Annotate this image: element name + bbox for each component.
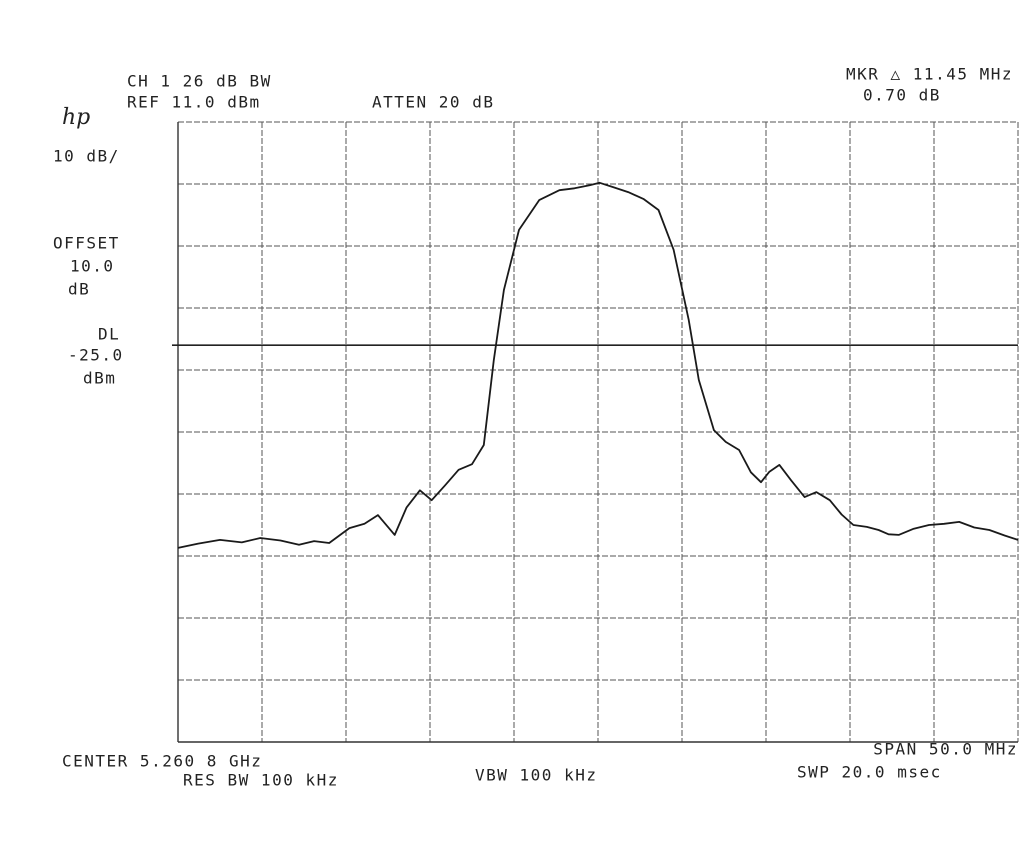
- display-line-value: -25.0: [68, 346, 124, 365]
- marker-level: 0.70 dB: [863, 86, 941, 105]
- trace: [177, 181, 1019, 549]
- channel-label: CH 1 26 dB BW: [127, 72, 272, 91]
- span-label: SPAN 50.0 MHz: [873, 740, 1018, 759]
- sweep-label: SWP 20.0 msec: [797, 763, 942, 782]
- attenuation-label: ATTEN 20 dB: [372, 93, 494, 112]
- offset-value: 10.0: [70, 257, 115, 276]
- logo: hp: [62, 105, 90, 130]
- reference-label: REF 11.0 dBm: [127, 93, 261, 112]
- marker-label: MKR △ 11.45 MHz: [846, 65, 1013, 84]
- scale-label: 10 dB/: [53, 147, 120, 166]
- center-label: CENTER 5.260 8 GHz: [62, 752, 262, 771]
- offset-unit: dB: [68, 280, 90, 299]
- vbw-label: VBW 100 kHz: [475, 766, 597, 785]
- display-line-unit: dBm: [83, 369, 116, 388]
- offset-title: OFFSET: [53, 234, 120, 253]
- display-line-title: DL: [98, 325, 120, 344]
- res-bw-label: RES BW 100 kHz: [183, 771, 339, 790]
